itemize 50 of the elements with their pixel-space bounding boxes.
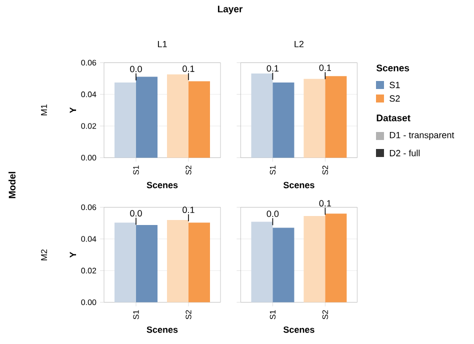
x-tick-label: S2 [322, 310, 328, 320]
y-tick-label: 0.02 [81, 268, 96, 274]
text: D2 - full [390, 150, 420, 156]
x-axis-title: Scenes [146, 326, 178, 333]
bar [136, 76, 158, 158]
text: Layer [218, 6, 243, 14]
bar [188, 81, 210, 158]
annotation: 0.0 [130, 210, 142, 217]
text: Model [8, 172, 16, 198]
x-tick-label: S1 [133, 166, 139, 175]
x-tick-label: S1 [270, 166, 276, 175]
bar [251, 222, 273, 302]
x-axis-title: Scenes [283, 182, 314, 188]
text: M2 [41, 250, 47, 260]
bar [272, 228, 294, 302]
category-label: S2 [390, 95, 400, 102]
bar [304, 216, 326, 302]
y-axis-title: Y [70, 107, 76, 114]
bar [114, 82, 136, 158]
annotation: 0.1 [319, 64, 331, 71]
x-tick-label: S2 [186, 166, 192, 175]
bar [325, 214, 347, 302]
x-tick-label: S2 [186, 310, 192, 320]
y-tick-label: 0.04 [81, 92, 96, 98]
chart-title: L2 [294, 40, 304, 48]
y-tick-label: 0.02 [81, 123, 96, 129]
annotation: 0.0 [130, 66, 142, 72]
legend-title: Scenes [376, 64, 410, 72]
annotation: 0.1 [182, 206, 194, 214]
text: D1 - transparent [390, 132, 454, 140]
x-axis-title: Scenes [283, 326, 314, 333]
x-tick-label: S1 [270, 310, 276, 320]
bar [166, 74, 188, 158]
y-tick-label: 0.06 [81, 60, 96, 66]
chart-title: L1 [158, 40, 167, 48]
annotation: 0.1 [266, 65, 279, 72]
x-tick-label: S2 [322, 166, 328, 175]
x-tick-label: S1 [133, 310, 139, 320]
y-tick-label: 0.04 [81, 236, 96, 242]
y-axis-title: Y [70, 252, 76, 258]
text: M1 [41, 104, 47, 116]
annotation: 0.0 [266, 210, 279, 217]
y-tick-label: 0.06 [81, 204, 96, 210]
category-label: S1 [390, 82, 400, 88]
annotation: 0.1 [319, 200, 331, 207]
x-axis-title: Scenes [146, 182, 178, 188]
text: Dataset [376, 114, 410, 122]
y-tick-label: 0.00 [81, 299, 96, 306]
annotation: 0.1 [182, 66, 194, 72]
y-tick-label: 0.00 [81, 154, 96, 161]
